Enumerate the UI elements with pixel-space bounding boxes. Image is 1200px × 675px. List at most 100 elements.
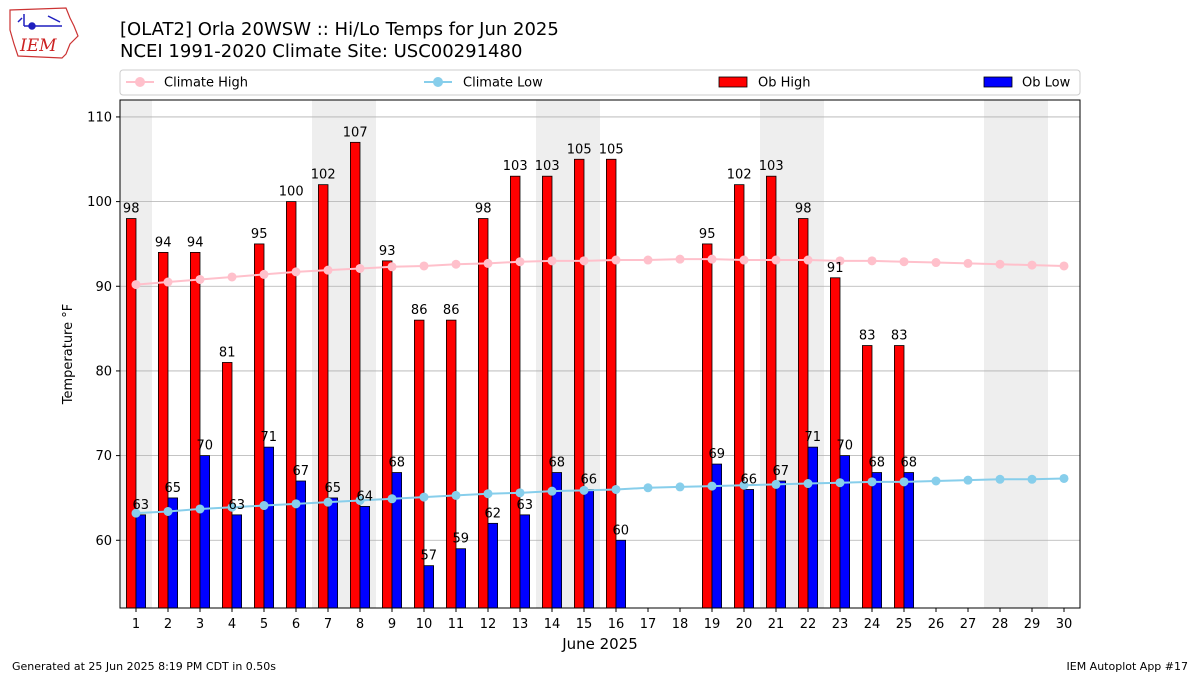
- ob-low-value-label: 70: [837, 439, 854, 454]
- climate-high-point: [899, 257, 909, 267]
- ob-low-value-label: 60: [613, 523, 630, 538]
- climate-high-point: [835, 256, 845, 266]
- climate-high-point: [131, 280, 141, 290]
- legend-climate-high-label: Climate High: [164, 76, 248, 91]
- climate-high-point: [707, 254, 717, 264]
- x-tick-label: 25: [896, 617, 913, 632]
- climate-high-point: [931, 258, 941, 268]
- x-tick-label: 5: [260, 617, 268, 632]
- ob-high-bar: [285, 201, 297, 609]
- climate-low-point: [195, 504, 205, 514]
- legend-ob-high[interactable]: Ob High: [718, 76, 811, 91]
- legend-ob-low-label: Ob Low: [1022, 76, 1071, 91]
- climate-high-point: [803, 255, 813, 265]
- iowa-state-outline-icon: [9, 7, 79, 59]
- ob-high-bar: [381, 260, 393, 609]
- climate-high-point: [771, 255, 781, 265]
- climate-low-point: [227, 502, 237, 512]
- ob-high-value-label: 98: [795, 202, 812, 217]
- ob-high-bar: [477, 218, 489, 609]
- ob-low-value-label: 64: [357, 489, 374, 504]
- climate-high-point: [963, 258, 973, 268]
- climate-low-point: [643, 483, 653, 493]
- x-tick-label: 23: [832, 617, 849, 632]
- climate-low-line: [135, 477, 1065, 515]
- ob-high-bar: [157, 251, 169, 609]
- ob-low-bar: [391, 472, 403, 609]
- ob-high-value-label: 83: [891, 329, 908, 344]
- ob-low-value-label: 67: [293, 464, 310, 479]
- ob-low-value-label: 65: [325, 481, 342, 496]
- x-tick-label: 11: [448, 617, 465, 632]
- plot-frame: [119, 99, 1081, 609]
- x-tick-label: 12: [480, 617, 497, 632]
- climate-high-point: [291, 267, 301, 277]
- climate-high-point: [355, 263, 365, 273]
- legend-ob-low[interactable]: Ob Low: [983, 76, 1071, 91]
- climate-high-point: [227, 272, 237, 282]
- ob-high-value-label: 94: [155, 235, 172, 250]
- data-labels: 98 94 94 81 95 100 102 107 93 86 86 98 103 103 105 105 9…: [123, 125, 917, 563]
- ob-high-value-label: 81: [219, 345, 236, 360]
- ob-low-value-label: 68: [549, 456, 566, 471]
- x-tick-label: 22: [800, 617, 817, 632]
- y-axis-title: Temperature °F: [61, 304, 76, 405]
- x-tick-label: 26: [928, 617, 945, 632]
- legend-climate-high[interactable]: Climate High: [126, 76, 248, 91]
- climate-high-point: [675, 254, 685, 264]
- climate-high-point: [995, 259, 1005, 269]
- climate-high-point: [515, 257, 525, 267]
- ob-high-bar: [445, 319, 457, 609]
- ob-high-value-label: 94: [187, 235, 204, 250]
- climate-low-point: [771, 479, 781, 489]
- ob-high-value-label: 86: [411, 303, 428, 318]
- ob-low-value-label: 71: [805, 430, 822, 445]
- climate-high-point: [1059, 261, 1069, 271]
- ob-high-bar: [317, 184, 329, 609]
- ob-low-value-label: 59: [453, 532, 470, 547]
- climate-low-point: [803, 479, 813, 489]
- weather-station-icon: [17, 14, 62, 30]
- legend-climate-low[interactable]: Climate Low: [424, 76, 543, 91]
- iem-logo[interactable]: IEM: [9, 7, 79, 59]
- climate-low-point: [323, 497, 333, 507]
- legend-frame: [119, 69, 1081, 96]
- x-tick-label: 13: [512, 617, 529, 632]
- ob-low-value-label: 66: [741, 472, 758, 487]
- ob-low-value-label: 67: [773, 464, 790, 479]
- ob-low-value-label: 69: [709, 447, 726, 462]
- climate-low-point: [611, 484, 621, 494]
- ob-low-bar: [135, 514, 147, 609]
- ob-high-value-label: 93: [379, 244, 396, 259]
- ob-high-bar: [189, 251, 201, 609]
- climate-high-point: [163, 277, 173, 287]
- ob-high-value-label: 83: [859, 329, 876, 344]
- climate-low-point: [995, 474, 1005, 484]
- ob-high-bar: [862, 345, 873, 609]
- y-tick-label: 80: [95, 364, 112, 379]
- ob-high-value-label: 103: [759, 159, 784, 174]
- ob-high-bar: [542, 175, 553, 609]
- ob-low-value-label: 70: [197, 439, 214, 454]
- climate-low-point: [355, 495, 365, 505]
- ob-high-bar: [894, 345, 905, 609]
- ob-low-value-label: 63: [229, 498, 246, 513]
- ob-low-bar: [871, 472, 883, 609]
- x-axis: 1 2 3 4 5 6 7 8 9 10 11 12 13 14 15 16 17 18 19 20 21 22 23 24 2…: [132, 608, 1072, 632]
- climate-low-point: [547, 486, 557, 496]
- x-tick-label: 16: [608, 617, 625, 632]
- ob-low-bar: [199, 455, 211, 609]
- ob-high-value-label: 102: [311, 168, 336, 183]
- x-tick-label: 6: [292, 617, 300, 632]
- climate-low-point: [963, 475, 973, 485]
- ob-low-bar: [327, 497, 339, 609]
- ob-high-value-label: 103: [535, 159, 560, 174]
- generated-timestamp: Generated at 25 Jun 2025 8:19 PM CDT in …: [12, 660, 276, 673]
- ob-high-bar: [798, 218, 809, 609]
- ob-high-bar: [253, 243, 265, 609]
- y-gridlines: [120, 116, 1080, 541]
- ob-low-bar: [615, 539, 627, 609]
- x-tick-label: 28: [992, 617, 1009, 632]
- ob-high-value-label: 105: [599, 142, 624, 157]
- ob-high-bar: [702, 243, 713, 609]
